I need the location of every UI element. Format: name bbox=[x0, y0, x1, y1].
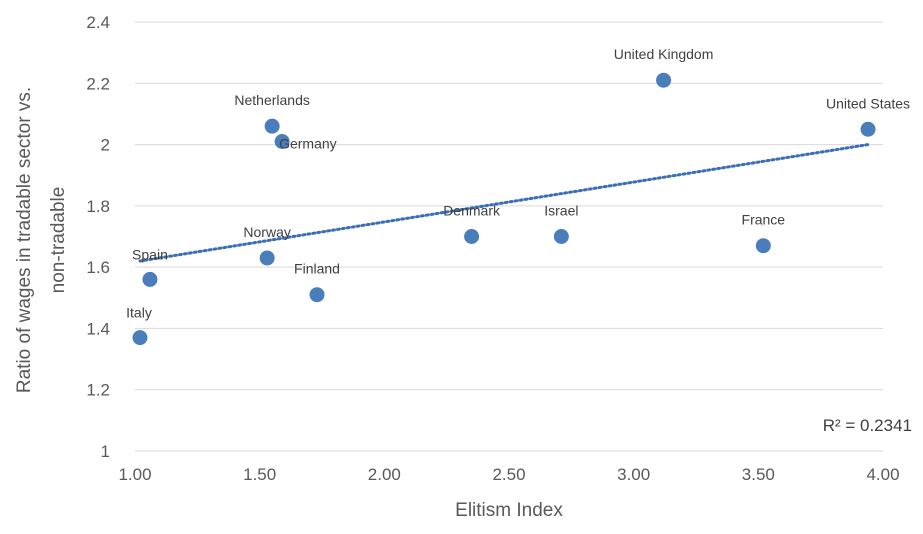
gridlines bbox=[135, 21, 883, 452]
point-label: France bbox=[742, 212, 786, 228]
y-tick-label: 1.2 bbox=[86, 381, 110, 400]
data-point bbox=[464, 229, 480, 244]
data-point bbox=[553, 229, 569, 244]
x-tick-label: 4.00 bbox=[866, 465, 899, 484]
y-axis-title-line-2: non-tradable bbox=[48, 187, 69, 294]
y-tick-label: 2.2 bbox=[86, 74, 110, 93]
x-axis-title: Elitism Index bbox=[455, 500, 563, 521]
point-labels: Italy Spain Norway Netherlands Germany Finlan… bbox=[126, 46, 910, 320]
point-label: Israel bbox=[544, 203, 578, 219]
y-axis-ticks: 1 1.2 1.4 1.6 1.8 2 2.2 2.4 bbox=[86, 13, 110, 461]
y-tick-label: 2 bbox=[101, 136, 110, 155]
r-squared-annotation: R² = 0.2341 bbox=[823, 416, 912, 435]
data-point bbox=[656, 72, 672, 88]
x-tick-label: 3.00 bbox=[617, 465, 650, 484]
y-tick-label: 1.8 bbox=[86, 197, 110, 216]
x-tick-label: 1.00 bbox=[118, 465, 151, 484]
y-tick-label: 1.4 bbox=[86, 319, 110, 338]
trendline bbox=[138, 143, 870, 263]
data-points bbox=[132, 72, 876, 346]
point-label: Norway bbox=[243, 224, 290, 240]
data-point bbox=[142, 271, 158, 287]
y-tick-label: 1 bbox=[101, 442, 110, 461]
data-point bbox=[309, 287, 325, 303]
y-tick-label: 1.6 bbox=[86, 258, 110, 277]
x-tick-label: 2.00 bbox=[368, 465, 401, 484]
point-label: Italy bbox=[126, 305, 152, 321]
x-tick-label: 1.50 bbox=[243, 465, 276, 484]
x-tick-label: 3.50 bbox=[742, 465, 775, 484]
point-label: Denmark bbox=[443, 203, 501, 219]
data-point bbox=[259, 250, 275, 266]
x-axis-ticks: 1.00 1.50 2.00 2.50 3.00 3.50 4.00 bbox=[118, 465, 899, 484]
point-label: Netherlands bbox=[234, 92, 310, 108]
x-tick-label: 2.50 bbox=[492, 465, 525, 484]
y-tick-label: 2.4 bbox=[86, 13, 110, 32]
point-label: United Kingdom bbox=[614, 46, 714, 62]
point-label: Spain bbox=[132, 246, 168, 262]
point-label: Germany bbox=[279, 136, 337, 152]
data-point bbox=[860, 121, 876, 137]
y-axis-title-line-1: Ratio of wages in tradable sector vs. bbox=[14, 87, 35, 393]
data-point bbox=[264, 118, 280, 134]
data-point bbox=[274, 134, 290, 150]
point-label: Finland bbox=[294, 261, 340, 277]
data-point bbox=[755, 238, 771, 254]
point-label: United States bbox=[826, 95, 910, 111]
data-point bbox=[132, 330, 148, 346]
